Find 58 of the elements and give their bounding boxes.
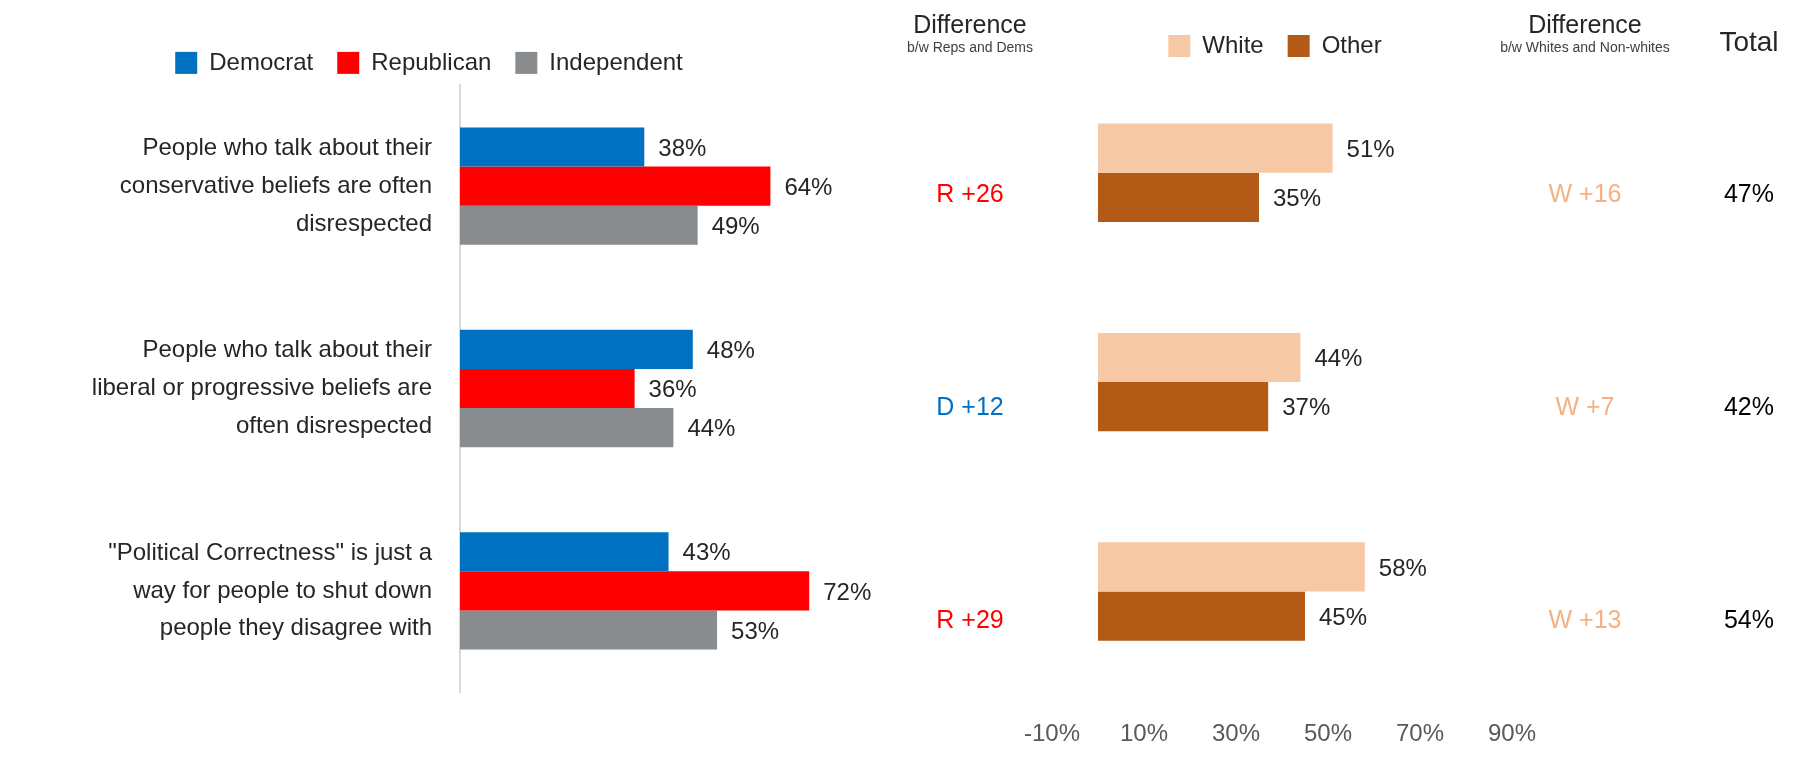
y-tick-label: People who talk about their liberal or progressive beliefs are often disrespected — [91, 335, 432, 439]
bar — [460, 368, 635, 409]
data-label: 36% — [648, 375, 697, 403]
bar — [1098, 591, 1305, 641]
text: Difference — [912, 10, 1028, 38]
x-tick-label: -10% — [1024, 719, 1081, 747]
data-label: 35% — [1273, 183, 1322, 211]
data-label: 45% — [1319, 602, 1368, 630]
data-label: 44% — [1314, 344, 1363, 372]
data-label: 44% — [687, 414, 736, 442]
legend-label: Independent — [549, 47, 684, 75]
data-label: 53% — [731, 616, 780, 644]
bar — [460, 571, 810, 611]
legend-label: Other — [1321, 30, 1382, 58]
x-tick-label: 50% — [1303, 719, 1353, 747]
data-label: 38% — [658, 133, 707, 161]
legend-label: Democrat — [209, 47, 314, 75]
text: D +12 — [935, 391, 1005, 421]
data-label: 51% — [1346, 134, 1395, 162]
text: W +16 — [1547, 178, 1623, 208]
x-tick-label: 90% — [1487, 719, 1537, 747]
text: W +13 — [1547, 604, 1623, 634]
text: R +26 — [935, 178, 1005, 208]
text: 54% — [1722, 604, 1775, 634]
text: W +7 — [1554, 391, 1616, 421]
bar — [460, 166, 771, 206]
data-label: 37% — [1282, 393, 1331, 421]
y-tick-label: People who talk about their conservative beliefs are often disrespected — [119, 132, 432, 236]
data-label: 58% — [1378, 553, 1427, 581]
text: Difference — [1527, 10, 1643, 38]
data-label: 48% — [706, 335, 755, 363]
bar — [460, 329, 693, 369]
y-tick-label: "Political Correctness" is just a way for people to shut down people they disagree with — [108, 537, 433, 641]
legend-label: White — [1202, 30, 1264, 58]
data-label: 72% — [823, 577, 872, 605]
x-tick-label: 10% — [1119, 719, 1169, 747]
text: Total — [1718, 26, 1780, 57]
bar — [1098, 332, 1301, 383]
data-label: 43% — [682, 538, 731, 566]
text: 47% — [1722, 178, 1775, 208]
data-label: 49% — [711, 211, 760, 239]
text: 42% — [1722, 391, 1775, 421]
bar — [1098, 123, 1333, 173]
bar — [1098, 382, 1269, 432]
x-tick-label: 30% — [1211, 719, 1261, 747]
legend-label: Republican — [371, 47, 492, 75]
text: b/w Reps and Dems — [905, 38, 1035, 56]
bar — [460, 127, 645, 167]
data-label: 64% — [784, 172, 833, 200]
bar — [460, 610, 718, 650]
bar — [1098, 542, 1365, 592]
text: R +29 — [935, 604, 1005, 634]
x-tick-label: 70% — [1395, 719, 1445, 747]
bar — [460, 532, 669, 572]
text: b/w Whites and Non-whites — [1500, 38, 1670, 56]
bar — [460, 205, 698, 245]
bar — [1098, 172, 1259, 222]
bar — [460, 408, 674, 448]
